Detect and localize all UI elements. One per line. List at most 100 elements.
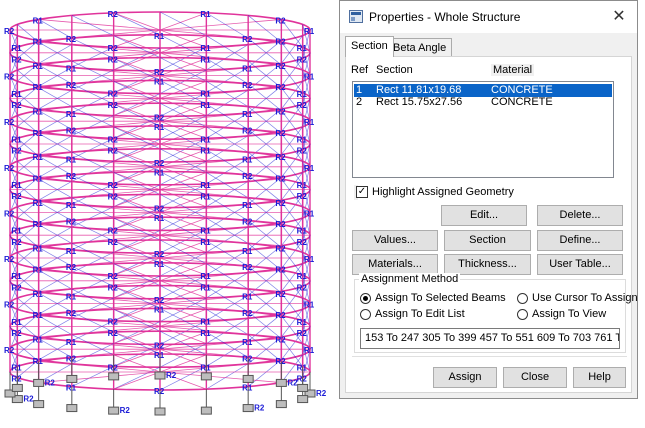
member-label: R1 (154, 169, 165, 178)
bracing-member (71, 334, 114, 356)
member-label: R2 (11, 192, 22, 201)
structure-viewport[interactable]: R1 R2 R1 R2 R1 R2 R1 R2 R1 R2 R2 R1 R2 R1 R2 R1 R2 R1 R2 R1… (0, 0, 335, 425)
member-label: R1 (297, 90, 308, 99)
bracing-member (281, 338, 303, 367)
delete-button[interactable]: Delete... (537, 205, 623, 226)
radio-selected-icon[interactable] (360, 293, 371, 304)
member-label: R1 (154, 351, 165, 360)
materials-button[interactable]: Materials... (352, 254, 438, 275)
bracing-member (302, 47, 311, 76)
member-label: R1 (304, 301, 315, 310)
bracing-member (159, 216, 207, 242)
bracing-member (206, 12, 249, 39)
support-icon (275, 400, 287, 409)
member-label: R1 (242, 156, 253, 165)
bracing-member (17, 69, 39, 89)
bracing-member (281, 80, 303, 110)
member-label: R1 (304, 164, 315, 173)
edit-list-input[interactable]: 153 To 247 305 To 399 457 To 551 609 To … (360, 328, 620, 349)
member-label: R1 (33, 357, 44, 366)
support-icon (154, 371, 166, 380)
member-label: R1 (11, 227, 22, 236)
edit-button[interactable]: Edit... (441, 205, 527, 226)
radial-beam (159, 247, 282, 259)
title-bar[interactable]: Properties - Whole Structure ✕ (340, 1, 637, 33)
close-button[interactable]: Close (503, 367, 567, 388)
member-label: R2 (11, 101, 22, 110)
assign-button[interactable]: Assign (433, 367, 497, 388)
member-label: R2 (275, 83, 286, 92)
radio-unselected-icon[interactable] (517, 293, 528, 304)
member-label: R1 (33, 266, 44, 275)
bracing-member (281, 315, 303, 344)
bracing-member (38, 226, 73, 247)
bracing-member (113, 252, 161, 276)
radio-unselected-icon[interactable] (360, 309, 371, 320)
close-icon[interactable]: ✕ (612, 8, 626, 25)
bracing-member (206, 172, 249, 199)
bracing-member (71, 274, 114, 296)
bracing-member (71, 288, 114, 310)
bracing-member (38, 340, 73, 361)
bracing-member (247, 291, 282, 319)
highlight-checkbox[interactable]: ✓ (356, 186, 368, 198)
bracing-member (9, 143, 18, 162)
member-label: R1 (66, 247, 77, 256)
bracing-member (247, 265, 282, 294)
bracing-member (71, 243, 114, 264)
bracing-member (113, 344, 161, 367)
bracing-member (281, 110, 303, 139)
bracing-member (281, 201, 303, 230)
radial-beam (38, 87, 161, 99)
bracing-member (17, 46, 39, 66)
bracing-member (9, 280, 18, 299)
section-database-button[interactable]: Section Database (444, 230, 531, 265)
bracing-member (38, 135, 73, 155)
section-row[interactable]: 2 Rect 15.75x27.56 CONCRETE (354, 96, 612, 109)
member-label: R2 (275, 244, 286, 253)
bracing-member (206, 126, 249, 153)
member-label: R1 (154, 123, 165, 132)
row-section: Rect 11.81x19.68 (376, 84, 462, 96)
user-table-button[interactable]: User Table... (537, 254, 623, 275)
bracing-member (113, 47, 161, 71)
member-label: R2 (108, 181, 119, 190)
bracing-member (302, 52, 311, 82)
bracing-member (159, 308, 207, 333)
structure-model[interactable]: R1 R2 R1 R2 R1 R2 R1 R2 R1 R2 R2 R1 R2 R1 R2 R1 R2 R1 R2 R1… (0, 0, 335, 425)
support-icon (11, 395, 23, 404)
thickness-button[interactable]: Thickness... (444, 254, 531, 275)
bracing-member (71, 115, 114, 137)
radial-beam (38, 133, 161, 145)
bracing-member (281, 64, 303, 94)
bracing-member (9, 303, 18, 321)
radial-beam (113, 217, 161, 236)
section-row[interactable]: 1 Rect 11.81x19.68 CONCRETE (354, 84, 612, 97)
bracing-member (247, 37, 282, 66)
member-label: R2 (66, 35, 77, 44)
bracing-member (302, 69, 311, 99)
bracing-member (113, 366, 161, 390)
member-label: R1 (33, 199, 44, 208)
radial-beam (159, 201, 282, 213)
radial-beam (113, 354, 161, 373)
radio-unselected-icon[interactable] (517, 309, 528, 320)
member-label: R1 (33, 153, 44, 162)
radial-beam (38, 41, 161, 54)
bracing-member (302, 320, 311, 350)
define-button[interactable]: Define... (537, 230, 623, 251)
bracing-member (113, 12, 161, 36)
bracing-member (38, 269, 73, 290)
help-button[interactable]: Help (573, 367, 626, 388)
radial-beam (113, 371, 161, 390)
member-label: R2 (4, 209, 15, 218)
member-label: R1 (200, 90, 211, 99)
highlight-geometry-option[interactable]: ✓ Highlight Assigned Geometry (354, 185, 514, 200)
support-label: R2 (287, 378, 298, 387)
values-button[interactable]: Values... (352, 230, 438, 251)
section-list[interactable]: 1 Rect 11.81x19.68 CONCRETE 2 Rect 15.75… (352, 81, 614, 178)
tab-beta-angle[interactable]: Beta Angle (387, 38, 453, 57)
bracing-member (281, 172, 303, 201)
bracing-member (206, 67, 249, 94)
tab-section[interactable]: Section (345, 36, 394, 57)
